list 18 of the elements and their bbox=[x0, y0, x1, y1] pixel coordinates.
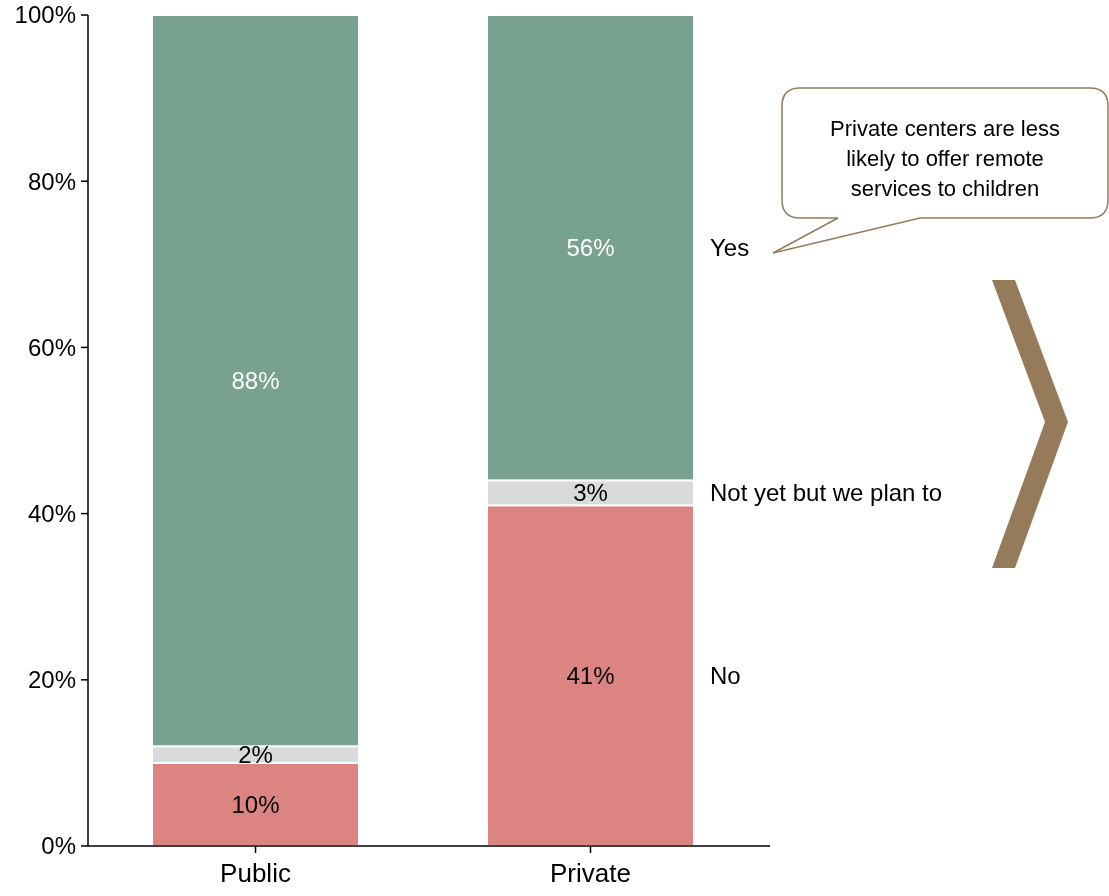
series-label: Yes bbox=[710, 234, 750, 262]
text: Private centers are less likely to offer remote services to children bbox=[830, 115, 1060, 201]
y-tick-label: 0% bbox=[41, 832, 76, 860]
data-label: 88% bbox=[231, 367, 280, 395]
y-tick-label: 60% bbox=[27, 333, 76, 361]
data-label: 3% bbox=[573, 479, 608, 507]
x-tick-label: Private bbox=[550, 858, 631, 888]
data-label: 10% bbox=[231, 790, 280, 818]
y-tick-label: 20% bbox=[27, 666, 76, 694]
data-label: 2% bbox=[238, 740, 273, 768]
x-tick-label: Public bbox=[220, 858, 291, 888]
data-label: 41% bbox=[566, 662, 615, 690]
y-tick-label: 80% bbox=[27, 167, 76, 195]
series-label: Not yet but we plan to bbox=[710, 479, 943, 507]
y-tick-label: 40% bbox=[27, 500, 76, 527]
y-tick-label: 100% bbox=[14, 1, 76, 29]
data-label: 56% bbox=[566, 234, 615, 262]
series-label: No bbox=[710, 662, 741, 690]
